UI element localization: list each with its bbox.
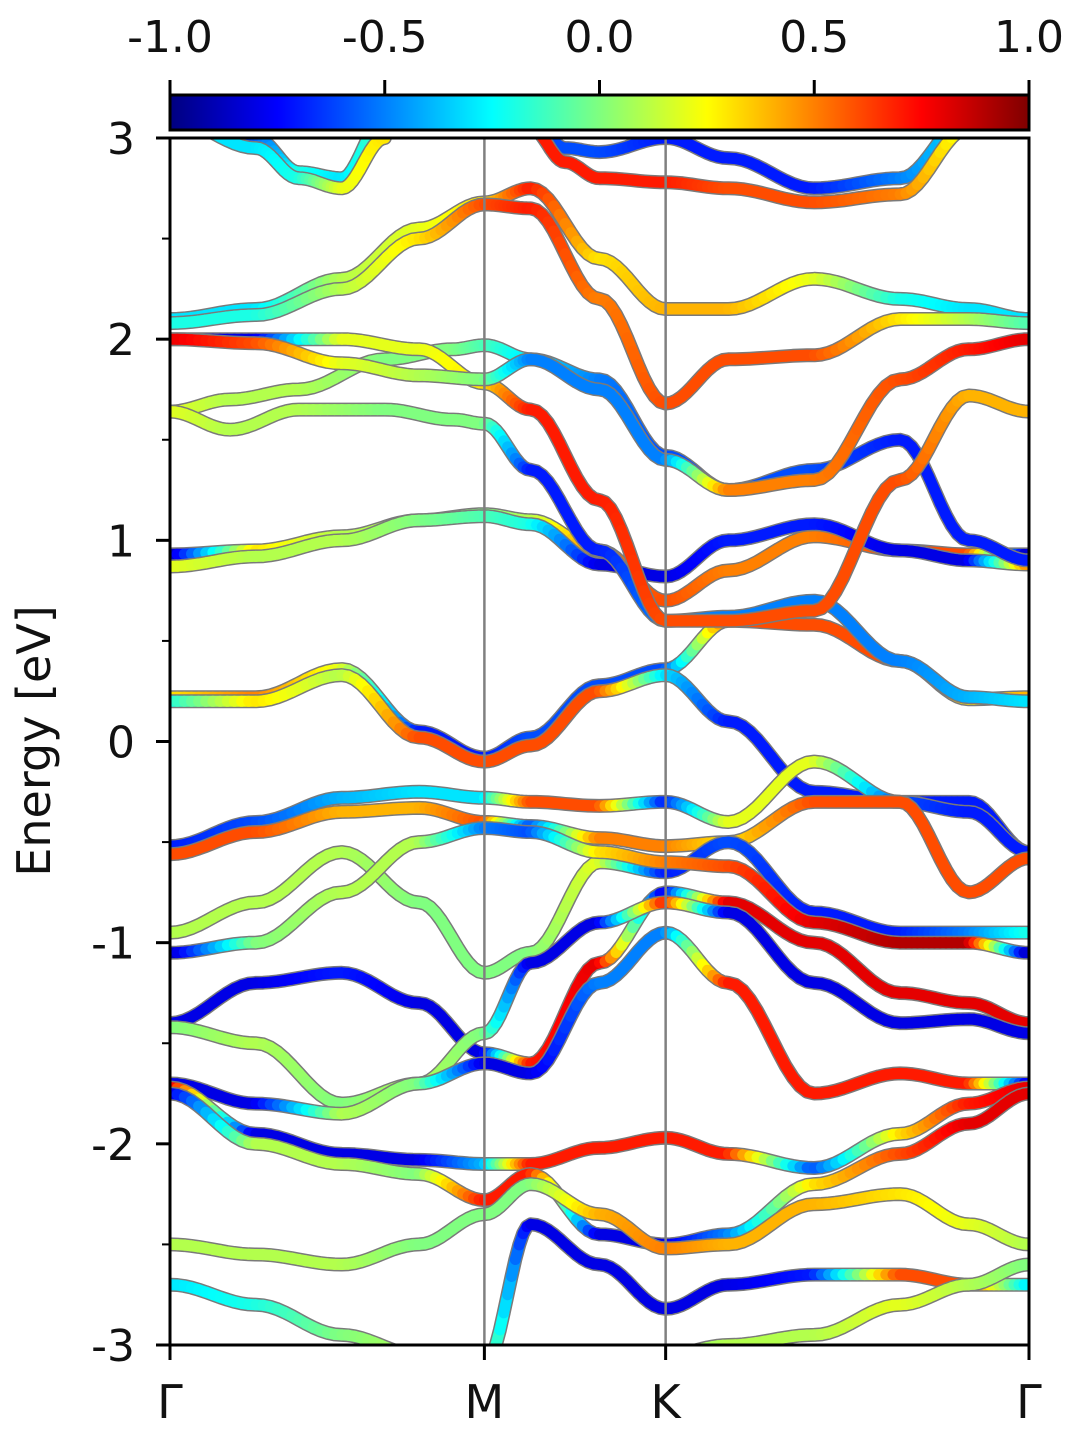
band-segment <box>681 1353 686 1354</box>
band-8 <box>170 332 1029 497</box>
colorbar: -1.0 -0.5 0.0 0.5 1.0 <box>127 12 1064 132</box>
band-outline <box>170 1086 1029 1252</box>
band-segment <box>671 1354 676 1355</box>
band-segment <box>468 1364 473 1365</box>
colorbar-tick-label: 0.5 <box>779 12 849 63</box>
band-segment <box>430 1356 435 1357</box>
band-segment <box>391 1344 396 1345</box>
band-segment <box>611 1364 617 1365</box>
band-segment <box>694 1343 707 1345</box>
y-tick-label: -3 <box>91 1321 135 1372</box>
band-14 <box>170 821 1029 960</box>
band-segment <box>649 1356 655 1357</box>
y-tick-label: 0 <box>107 718 135 769</box>
band-segment <box>536 138 548 142</box>
band-segment <box>457 1361 462 1362</box>
x-tick-label: M <box>465 1375 505 1429</box>
high-symmetry-lines <box>483 138 667 1345</box>
band-segment <box>698 1342 713 1345</box>
band-segment <box>435 1357 441 1358</box>
y-axis: 3 2 1 0 -1 -2 -3 <box>91 114 170 1372</box>
band-19 <box>170 1086 1029 1252</box>
colorbar-tick-label: -1.0 <box>127 12 213 63</box>
band-segment <box>605 1364 611 1365</box>
band-segment <box>441 1358 446 1359</box>
band-segment <box>633 1359 639 1360</box>
band-segment <box>544 138 557 143</box>
band-segment <box>644 1357 650 1358</box>
band-13 <box>170 835 1029 980</box>
band-segment <box>446 1359 452 1360</box>
colorbar-ticks: -1.0 -0.5 0.0 0.5 1.0 <box>127 12 1064 95</box>
band-segment <box>627 1360 633 1361</box>
x-tick-label: K <box>651 1375 683 1429</box>
colorbar-tick-label: -0.5 <box>342 12 428 63</box>
band-10 <box>170 197 1029 411</box>
y-axis-label: Energy [eV] <box>7 605 61 876</box>
band-segment <box>488 1356 492 1363</box>
band-segment <box>687 1351 692 1352</box>
y-tick-label: 3 <box>107 114 135 165</box>
band-segment <box>622 1361 628 1362</box>
band-20 <box>170 1177 1029 1272</box>
band-lines <box>170 138 1029 1365</box>
band-segment <box>694 1344 700 1345</box>
band-24 <box>207 138 392 196</box>
band-segment <box>382 1342 396 1345</box>
colorbar-gradient <box>168 93 1031 132</box>
y-tick-label: 1 <box>107 516 135 567</box>
band-segment <box>463 1363 469 1364</box>
band-segment <box>452 1360 457 1361</box>
x-tick-label: Γ <box>157 1375 183 1429</box>
band-segment <box>702 1341 718 1345</box>
band-25 <box>542 138 951 196</box>
band-6 <box>170 402 1029 709</box>
band-segment <box>425 1355 430 1356</box>
y-tick-label: -1 <box>91 919 135 970</box>
band-segment <box>484 1363 488 1365</box>
band-segment <box>400 1352 406 1354</box>
band-segment <box>474 1364 480 1365</box>
band-segment <box>234 138 247 141</box>
colorbar-tick-label: 0.0 <box>565 12 635 63</box>
band-segment <box>638 1358 644 1359</box>
band-21 <box>170 1217 1029 1365</box>
band-segment <box>655 1355 661 1356</box>
band-segment <box>406 1354 413 1355</box>
band-4 <box>170 509 1029 584</box>
band-segment <box>210 138 226 143</box>
band-26 <box>534 138 962 210</box>
y-tick-label: 2 <box>107 315 135 366</box>
band-segment <box>616 1363 622 1364</box>
band-segment <box>676 1354 681 1355</box>
y-tick-label: -2 <box>91 1120 135 1171</box>
x-tick-label: Γ <box>1016 1375 1042 1429</box>
colorbar-tick-label: 1.0 <box>994 12 1064 63</box>
band-15 <box>170 885 1029 1071</box>
